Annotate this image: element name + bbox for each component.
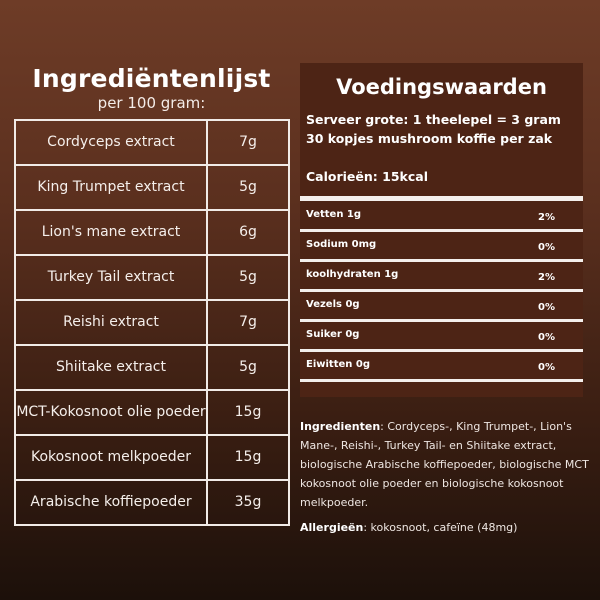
nutrient-name: Sodium 0mg [306, 239, 377, 250]
nutrient-percent: 2% [538, 212, 555, 223]
nutrition-row: Sodium 0mg 0% [300, 232, 583, 262]
ingredient-name: King Trumpet extract [14, 164, 208, 211]
allergens-text: Allergieën: kokosnoot, cafeïne (48mg) [300, 521, 517, 534]
nutrient-percent: 0% [538, 332, 555, 343]
nutrient-name: Suiker 0g [306, 329, 360, 340]
ingredient-amount: 7g [206, 299, 290, 346]
ingredient-row: Turkey Tail extract 5g [14, 254, 290, 301]
ingredient-amount: 5g [206, 344, 290, 391]
serving-size: Serveer grote: 1 theelepel = 3 gram [306, 112, 561, 127]
ingredient-row: Shiitake extract 5g [14, 344, 290, 391]
nutrient-name: Vezels 0g [306, 299, 360, 310]
ingredient-amount: 5g [206, 164, 290, 211]
cups-per-bag: 30 kopjes mushroom koffie per zak [306, 131, 553, 146]
ingredients-body: : Cordyceps-, King Trumpet-, Lion's Mane… [300, 420, 589, 509]
ingredient-row: Kokosnoot melkpoeder 15g [14, 434, 290, 481]
nutrient-name: koolhydraten 1g [306, 269, 399, 280]
ingredient-amount: 5g [206, 254, 290, 301]
ingredient-name: MCT-Kokosnoot olie poeder [14, 389, 208, 436]
ingredients-table: Cordyceps extract 7g King Trumpet extract 5… [14, 119, 290, 526]
nutrition-panel: Voedingswaarden Serveer grote: 1 theelep… [300, 63, 583, 397]
allergens-label: Allergieën [300, 521, 364, 534]
nutrient-percent: 0% [538, 242, 555, 253]
ingredient-amount: 15g [206, 434, 290, 481]
nutrient-name: Vetten 1g [306, 209, 362, 220]
calories: Calorieën: 15kcal [306, 169, 428, 184]
ingredient-amount: 7g [206, 119, 290, 166]
divider [300, 196, 583, 201]
ingredient-amount: 6g [206, 209, 290, 256]
nutrient-percent: 0% [538, 302, 555, 313]
ingredient-name: Turkey Tail extract [14, 254, 208, 301]
ingredients-list-subtitle: per 100 gram: [97, 94, 206, 112]
nutrition-row: koolhydraten 1g 2% [300, 262, 583, 292]
ingredient-row: Lion's mane extract 6g [14, 209, 290, 256]
ingredient-name: Shiitake extract [14, 344, 208, 391]
serving-info: Serveer grote: 1 theelepel = 3 gram 30 k… [306, 110, 561, 148]
nutrition-row: Suiker 0g 0% [300, 322, 583, 352]
nutrition-row: Eiwitten 0g 0% [300, 352, 583, 382]
ingredient-name: Reishi extract [14, 299, 208, 346]
nutrition-row: Vetten 1g 2% [300, 202, 583, 232]
ingredient-name: Cordyceps extract [14, 119, 208, 166]
ingredients-list-title: Ingrediëntenlijst [32, 64, 271, 93]
ingredient-row: Reishi extract 7g [14, 299, 290, 346]
ingredient-row: Cordyceps extract 7g [14, 119, 290, 166]
nutrition-row: Vezels 0g 0% [300, 292, 583, 322]
ingredient-amount: 15g [206, 389, 290, 436]
ingredient-row: King Trumpet extract 5g [14, 164, 290, 211]
nutrient-percent: 2% [538, 272, 555, 283]
ingredient-name: Arabische koffiepoeder [14, 479, 208, 526]
ingredients-label: Ingredienten [300, 420, 381, 433]
ingredient-name: Kokosnoot melkpoeder [14, 434, 208, 481]
ingredient-row: MCT-Kokosnoot olie poeder 15g [14, 389, 290, 436]
ingredient-row: Arabische koffiepoeder 35g [14, 479, 290, 526]
nutrition-title: Voedingswaarden [336, 75, 547, 99]
ingredient-amount: 35g [206, 479, 290, 526]
nutrient-percent: 0% [538, 362, 555, 373]
ingredients-text: Ingredienten: Cordyceps-, King Trumpet-,… [300, 417, 590, 512]
nutrient-name: Eiwitten 0g [306, 359, 370, 370]
ingredient-name: Lion's mane extract [14, 209, 208, 256]
allergens-body: : kokosnoot, cafeïne (48mg) [363, 521, 518, 534]
